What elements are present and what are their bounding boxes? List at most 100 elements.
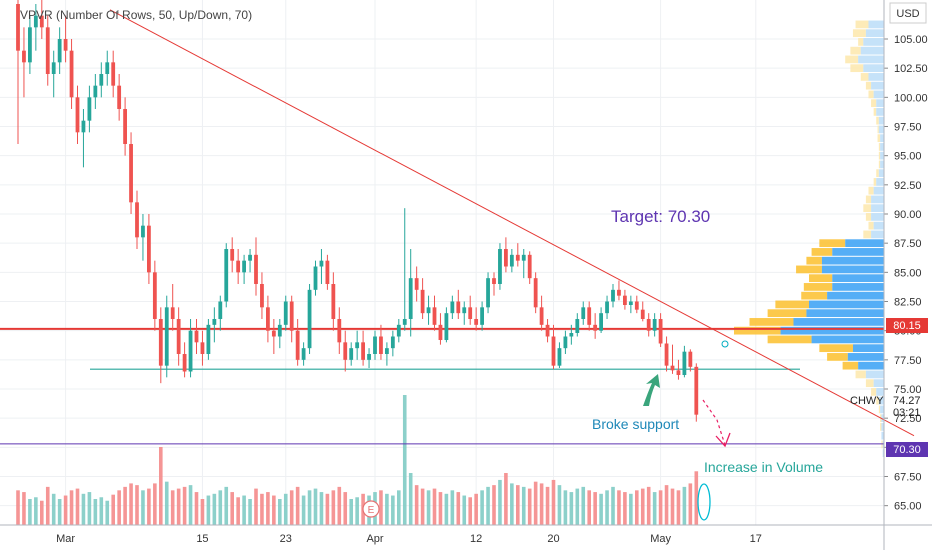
candle-body[interactable] [593,324,598,331]
candle-body[interactable] [492,278,496,284]
candle-body[interactable] [652,319,657,331]
candle-body[interactable] [664,343,669,366]
candle-body[interactable] [158,319,163,366]
candle-body[interactable] [266,307,270,331]
candle-body[interactable] [141,225,145,238]
candle-body[interactable] [569,333,574,337]
candle-body[interactable] [87,97,92,121]
candle-body[interactable] [486,278,490,308]
candle-body[interactable] [402,319,407,325]
candle-body[interactable] [123,109,127,144]
candle-body[interactable] [390,336,395,349]
candle-body[interactable] [581,307,586,319]
candle-body[interactable] [426,307,431,314]
candle-body[interactable] [450,301,455,314]
candle-body[interactable] [51,62,56,74]
candle-body[interactable] [194,330,199,343]
candle-body[interactable] [462,307,467,314]
candle-body[interactable] [81,120,86,133]
candle-body[interactable] [521,254,526,261]
candle-body[interactable] [414,278,419,290]
candle-body[interactable] [313,266,318,290]
candle-body[interactable] [504,249,508,267]
candle-body[interactable] [283,301,288,325]
candle-body[interactable] [105,62,110,74]
candle-body[interactable] [456,301,461,314]
candle-body[interactable] [28,27,32,63]
candle-body[interactable] [188,330,193,372]
candle-body[interactable] [611,289,615,302]
candle-body[interactable] [379,336,383,355]
candle-body[interactable] [373,336,377,355]
candle-body[interactable] [22,50,26,63]
candle-body[interactable] [599,313,603,331]
candle-body[interactable] [307,289,312,349]
candle-body[interactable] [628,301,633,306]
candle-body[interactable] [16,4,20,51]
candle-body[interactable] [557,348,562,366]
candle-body[interactable] [147,225,151,273]
candle-body[interactable] [260,284,264,308]
candle-body[interactable] [164,307,169,366]
candle-body[interactable] [129,144,133,203]
candle-body[interactable] [646,319,651,331]
candle-body[interactable] [212,319,217,325]
candle-body[interactable] [361,342,365,360]
candle-body[interactable] [623,295,627,305]
candle-body[interactable] [206,324,211,354]
candle-body[interactable] [331,284,336,319]
candle-body[interactable] [515,254,520,261]
candle-body[interactable] [75,97,80,133]
candle-body[interactable] [349,348,354,360]
indicator-title[interactable]: VPVR (Number Of Rows, 50, Up/Down, 70) [20,8,252,22]
candle-body[interactable] [277,324,282,337]
earnings-marker-icon[interactable] [362,500,380,518]
candle-body[interactable] [468,307,473,319]
candle-body[interactable] [640,309,645,319]
candle-body[interactable] [688,351,693,367]
candle-body[interactable] [39,15,44,28]
candle-body[interactable] [45,27,50,74]
candle-body[interactable] [325,260,330,284]
candle-body[interactable] [295,330,300,360]
currency-badge[interactable] [889,2,927,24]
candle-body[interactable] [224,249,229,302]
candle-body[interactable] [634,301,639,310]
candle-body[interactable] [408,278,413,319]
candle-body[interactable] [343,342,348,360]
candle-body[interactable] [230,249,235,261]
candle-body[interactable] [301,348,306,360]
candle-body[interactable] [509,254,514,267]
candle-body[interactable] [69,50,74,98]
candle-body[interactable] [271,330,276,337]
candle-body[interactable] [533,278,538,308]
candle-body[interactable] [170,307,175,319]
candle-body[interactable] [551,336,556,366]
candle-body[interactable] [563,336,568,349]
candle-body[interactable] [176,319,181,354]
candle-body[interactable] [396,324,401,337]
candle-body[interactable] [99,74,104,86]
candle-body[interactable] [248,254,252,261]
candle-body[interactable] [420,289,425,314]
candle-body[interactable] [355,342,360,349]
candle-body[interactable] [236,260,241,273]
candle-body[interactable] [444,313,449,340]
candle-body[interactable] [117,85,122,109]
candle-body[interactable] [337,319,342,343]
candle-body[interactable] [694,366,699,415]
candle-body[interactable] [152,272,157,319]
candle-body[interactable] [474,319,479,325]
candle-body[interactable] [527,254,532,279]
candle-body[interactable] [57,39,62,63]
candle-body[interactable] [682,351,687,375]
candle-body[interactable] [254,254,258,284]
candle-body[interactable] [33,15,38,28]
alert-marker-icon[interactable] [721,340,729,348]
candle-body[interactable] [438,324,443,340]
candle-body[interactable] [480,307,484,325]
candle-body[interactable] [111,62,116,86]
candle-body[interactable] [218,301,223,320]
candle-body[interactable] [575,319,580,333]
candle-body[interactable] [658,319,663,344]
